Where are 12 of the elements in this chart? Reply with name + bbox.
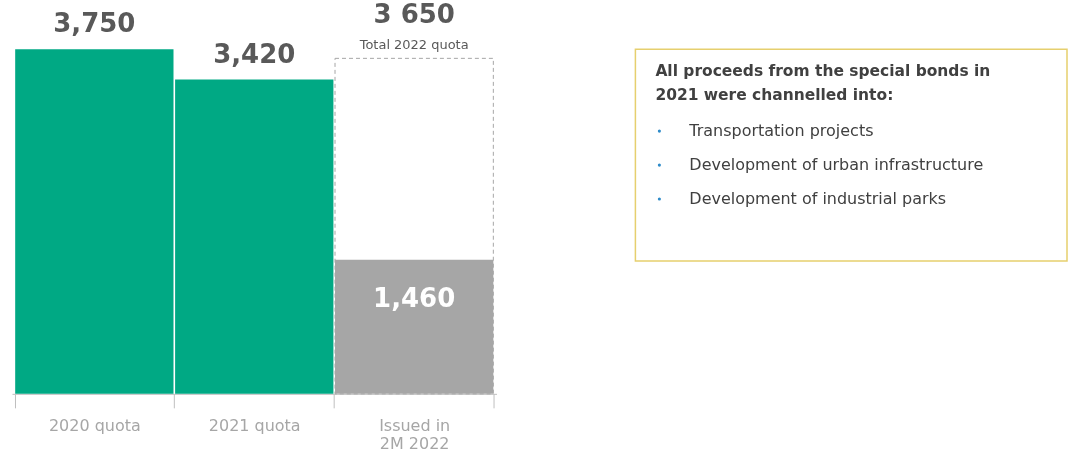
text: Transportation projects [688,121,874,141]
text: Development of industrial parks [689,189,947,209]
data-label: 3 650 [373,0,455,30]
text: All proceeds from the special bonds in 2021 were channelled into: [655,62,991,105]
data-label: 1,460 [373,282,456,313]
data-label: 3,750 [53,8,136,39]
text: Development of urban infrastructure [689,155,984,175]
data-label: 3,420 [213,38,296,69]
annotation: Total 2022 quota [358,37,469,53]
x-tick-label: 2020 quota [48,416,141,436]
x-tick-label: 2021 quota [208,416,301,436]
x-tick-label: Issued in 2M 2022 [379,416,451,454]
